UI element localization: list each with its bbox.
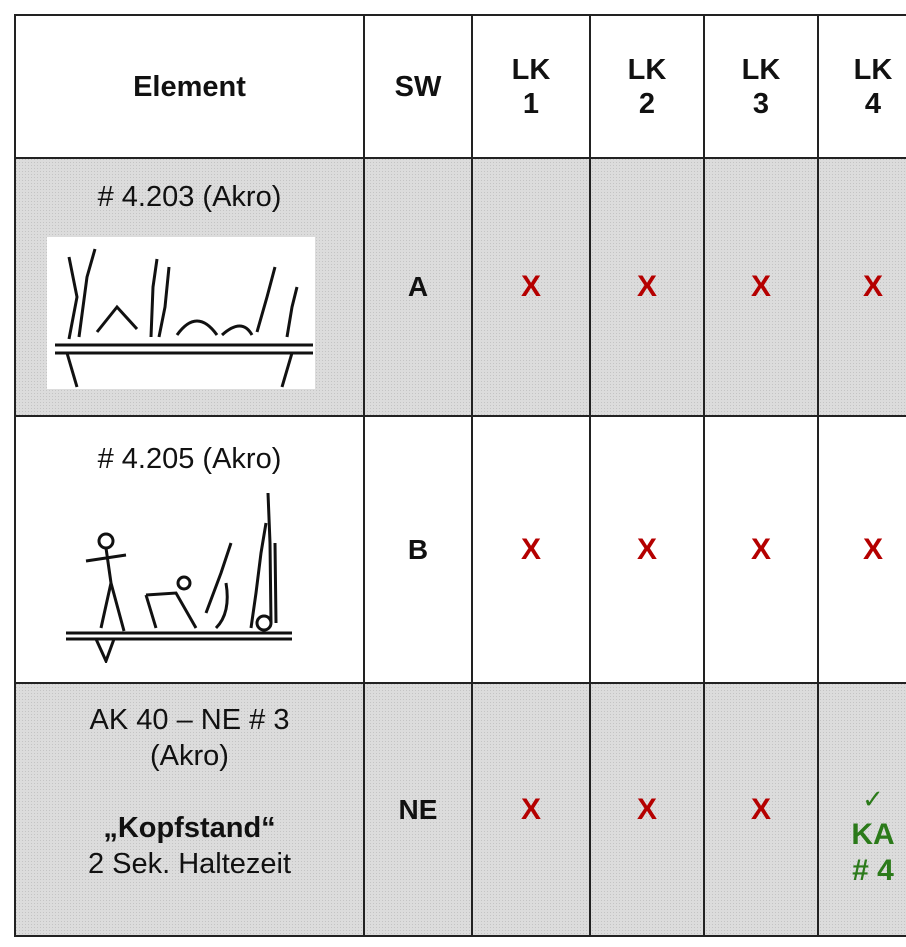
header-line: LK (741, 53, 781, 86)
mark-cell: X (471, 157, 591, 417)
header-cell: SW (363, 14, 473, 159)
mark-cell: X (703, 415, 819, 684)
difficulty-cell: B (363, 415, 473, 684)
header-cell: LK 4 (817, 14, 906, 159)
mark-check: ✓ (862, 783, 884, 814)
mark-line: # 4 (852, 853, 894, 887)
row: AK 40 – NE # 3 (Akro) „Kopfstand“ 2 Sek.… (14, 682, 906, 937)
header-line: LK (627, 53, 667, 86)
mark-cell: X (703, 682, 819, 937)
mark-cell: X (471, 682, 591, 937)
element-code: AK 40 – NE # 3 (89, 704, 290, 736)
header-line: 4 (864, 87, 882, 120)
element-name: „Kopfstand“ (103, 812, 276, 844)
mark-cell: X (817, 415, 906, 684)
row: # 4.205 (Akro) B X X X X (14, 415, 906, 684)
header-line: 1 (522, 87, 540, 120)
mark-cell: X (471, 415, 591, 684)
element-code: # 4.205 (Akro) (97, 443, 282, 475)
element-cell: AK 40 – NE # 3 (Akro) „Kopfstand“ 2 Sek.… (14, 682, 365, 937)
header-line: 3 (752, 87, 770, 120)
difficulty-cell: A (363, 157, 473, 417)
header-cell: LK 1 (471, 14, 591, 159)
mark-cell: X (589, 682, 705, 937)
level-table: Element SW LK 1 LK 2 LK 3 LK 4 # 4.203 (Akro… (14, 14, 906, 937)
header-cell: Element (14, 14, 365, 159)
element-illustration (66, 492, 292, 663)
header-line: 2 (638, 87, 656, 120)
element-code: # 4.203 (Akro) (97, 181, 282, 213)
header-cell: LK 2 (589, 14, 705, 159)
element-illustration (47, 237, 315, 389)
element-code: (Akro) (150, 740, 229, 772)
row: # 4.203 (Akro) A X X X X (14, 157, 906, 417)
mark-cell: X (589, 157, 705, 417)
element-cell: # 4.205 (Akro) (14, 415, 365, 684)
mark-cell: X (703, 157, 819, 417)
mark-line: KA (851, 817, 895, 851)
header-line: LK (511, 53, 551, 86)
mark-cell: ✓ KA # 4 (817, 682, 906, 937)
difficulty-cell: NE (363, 682, 473, 937)
mark-cell: X (817, 157, 906, 417)
header-line: LK (853, 53, 893, 86)
element-note: 2 Sek. Haltezeit (87, 848, 292, 880)
header-row: Element SW LK 1 LK 2 LK 3 LK 4 (14, 14, 906, 159)
element-cell: # 4.203 (Akro) (14, 157, 365, 417)
header-cell: LK 3 (703, 14, 819, 159)
mark-cell: X (589, 415, 705, 684)
